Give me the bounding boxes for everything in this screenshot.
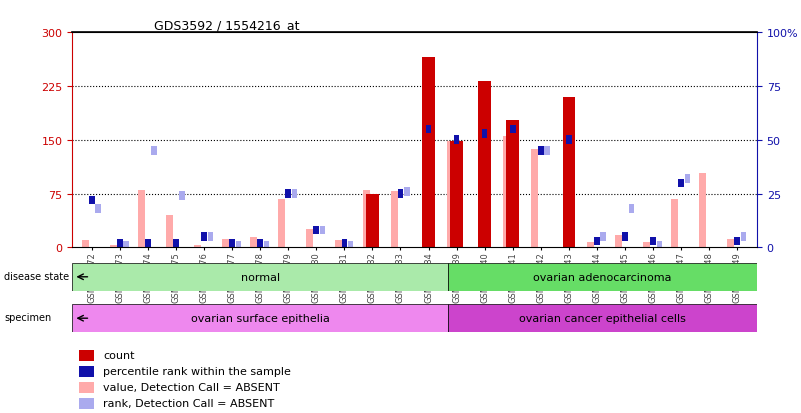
Bar	[348, 241, 353, 250]
Bar	[110, 246, 117, 248]
Bar	[615, 236, 622, 248]
Text: ovarian adenocarcinoma: ovarian adenocarcinoma	[533, 272, 672, 282]
Text: value, Detection Call = ABSENT: value, Detection Call = ABSENT	[103, 382, 280, 392]
Bar	[123, 241, 129, 250]
Text: GDS3592 / 1554216_at: GDS3592 / 1554216_at	[155, 19, 300, 32]
Bar	[594, 237, 600, 246]
Bar	[166, 216, 173, 248]
Bar	[601, 233, 606, 241]
Bar	[531, 150, 538, 248]
Bar	[179, 192, 185, 201]
Bar	[151, 147, 157, 155]
Text: normal: normal	[240, 272, 280, 282]
Bar	[404, 188, 409, 196]
Text: rank, Detection Call = ABSENT: rank, Detection Call = ABSENT	[103, 398, 274, 408]
Bar	[82, 241, 89, 248]
Bar	[285, 190, 291, 198]
Bar	[145, 239, 151, 248]
Bar	[320, 226, 325, 235]
Bar	[251, 237, 257, 248]
Bar	[222, 239, 229, 248]
Text: ovarian cancer epithelial cells: ovarian cancer epithelial cells	[519, 313, 686, 323]
Bar	[671, 199, 678, 248]
Bar	[79, 398, 94, 409]
Bar	[545, 147, 550, 155]
Bar	[426, 126, 432, 134]
Bar	[292, 190, 297, 198]
Bar	[366, 194, 379, 248]
Bar	[79, 382, 94, 393]
Bar	[510, 126, 516, 134]
Bar	[735, 237, 740, 246]
Bar	[478, 82, 491, 248]
Bar	[447, 142, 454, 248]
Bar	[235, 241, 241, 250]
Bar	[503, 137, 510, 248]
Text: percentile rank within the sample: percentile rank within the sample	[103, 366, 291, 376]
Bar	[506, 120, 519, 248]
Bar	[95, 205, 101, 214]
Bar	[450, 142, 463, 248]
Bar	[173, 239, 179, 248]
Bar	[657, 241, 662, 250]
Bar	[422, 58, 435, 248]
Text: ovarian surface epithelia: ovarian surface epithelia	[191, 313, 329, 323]
Bar	[741, 233, 747, 241]
Bar	[727, 239, 735, 248]
Bar	[650, 237, 656, 246]
Bar	[229, 239, 235, 248]
Bar	[538, 147, 544, 155]
Bar	[72, 263, 449, 291]
Bar	[587, 242, 594, 248]
Bar	[89, 196, 95, 205]
Bar	[363, 190, 369, 248]
Bar	[279, 199, 285, 248]
Bar	[397, 190, 403, 198]
Bar	[449, 263, 757, 291]
Bar	[454, 136, 460, 145]
Bar	[207, 233, 213, 241]
Bar	[699, 174, 706, 248]
Bar	[313, 226, 319, 235]
Bar	[391, 192, 397, 248]
Bar	[622, 233, 628, 241]
Bar	[264, 241, 269, 250]
Bar	[341, 239, 347, 248]
Bar	[629, 205, 634, 214]
Text: disease state: disease state	[4, 271, 69, 281]
Bar	[257, 239, 263, 248]
Bar	[138, 190, 145, 248]
Bar	[449, 304, 757, 332]
Text: specimen: specimen	[4, 312, 51, 322]
Bar	[335, 241, 341, 248]
Bar	[72, 304, 449, 332]
Bar	[194, 246, 201, 248]
Bar	[562, 97, 575, 248]
Bar	[307, 230, 313, 248]
Bar	[482, 130, 488, 138]
Bar	[643, 242, 650, 248]
Bar	[201, 233, 207, 241]
Text: count: count	[103, 351, 135, 361]
Bar	[678, 179, 684, 188]
Bar	[685, 175, 690, 183]
Bar	[566, 136, 572, 145]
Bar	[79, 366, 94, 377]
Bar	[117, 239, 123, 248]
Bar	[79, 350, 94, 361]
